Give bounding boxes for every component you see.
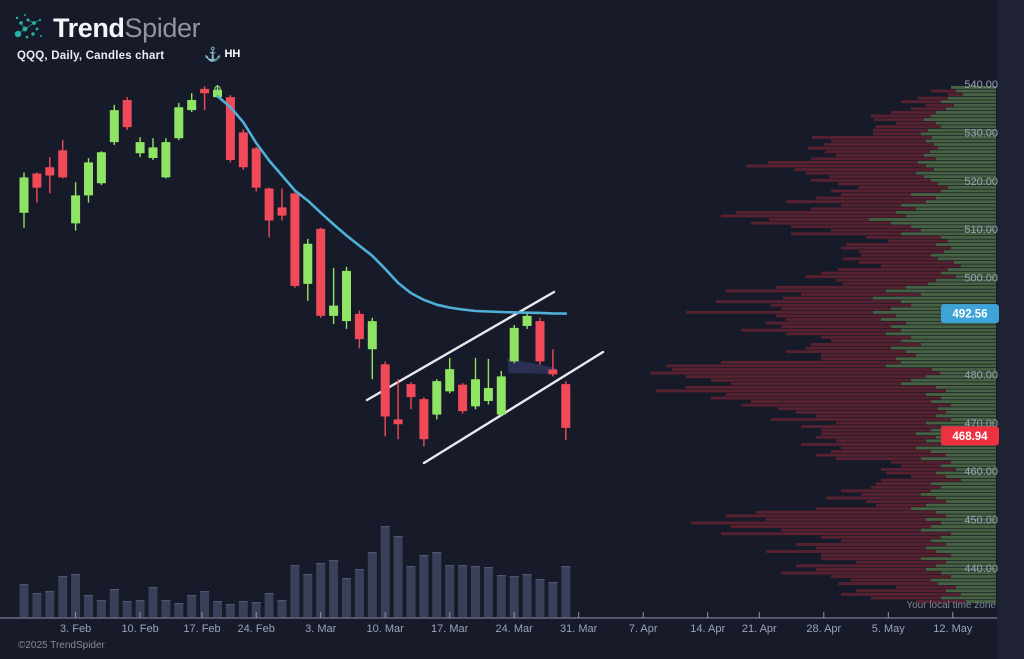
time-axis-label: 3. Feb <box>60 623 91 635</box>
price-axis-label: 450.00 <box>964 515 998 527</box>
time-axis-label: 17. Feb <box>183 623 220 635</box>
last-price-badge: 468.94 <box>941 426 999 446</box>
time-axis-label: 17. Mar <box>431 623 469 635</box>
price-axis[interactable]: 540.00530.00520.00510.00500.00480.00470.… <box>964 79 998 575</box>
trendspider-logo[interactable]: TrendSpider <box>12 11 201 45</box>
time-axis-label: 31. Mar <box>560 623 598 635</box>
price-axis-label: 440.00 <box>964 563 998 575</box>
anchor-point-dot[interactable] <box>214 85 221 93</box>
anchor-icon: ⚓ <box>204 46 222 62</box>
time-axis-label: 28. Apr <box>806 623 841 635</box>
time-axis-label: 10. Mar <box>367 623 405 635</box>
time-axis-label: 7. Apr <box>629 623 658 635</box>
time-axis-label: 3. Mar <box>305 623 337 635</box>
symbol-info-label[interactable]: QQQ, Daily, Candles chart <box>17 50 165 62</box>
anchor-marker-hh[interactable]: ⚓ HH <box>204 47 240 61</box>
trendspider-logo-icon <box>14 14 42 39</box>
volume-series <box>19 526 571 617</box>
trendline-lower[interactable] <box>422 350 605 465</box>
time-axis-label: 21. Apr <box>742 623 777 635</box>
brand-name-bold: Trend <box>53 12 125 43</box>
svg-text:468.94: 468.94 <box>952 431 988 443</box>
price-axis-label: 520.00 <box>964 176 998 188</box>
volume-profile <box>650 86 996 603</box>
time-axis-label: 5. May <box>872 623 906 635</box>
time-axis-label: 24. Mar <box>496 623 534 635</box>
candlestick-series <box>19 84 571 447</box>
brand-name-light: Spider <box>124 12 201 43</box>
copyright-label: ©2025 TrendSpider <box>18 640 105 651</box>
time-axis-label: 12. May <box>933 623 973 635</box>
time-axis-label: 14. Apr <box>690 623 725 635</box>
indicator-shade-area <box>507 358 556 374</box>
price-axis-label: 500.00 <box>964 273 998 285</box>
time-axis[interactable]: 3. Feb 10. Feb 17. Feb 24. Feb 3. Mar 10. Mar… <box>0 612 997 635</box>
brand-name: TrendSpider <box>53 12 201 43</box>
price-axis-label: 530.00 <box>964 127 998 139</box>
price-axis-pane <box>997 0 1024 659</box>
svg-text:492.56: 492.56 <box>952 309 987 321</box>
price-axis-label: 460.00 <box>964 466 998 478</box>
avwap-line[interactable] <box>216 94 568 315</box>
price-axis-label: 510.00 <box>964 224 998 236</box>
price-axis-label: 540.00 <box>964 79 998 91</box>
timezone-note[interactable]: Your local time zone <box>906 600 996 611</box>
avwap-value-badge: 492.56 <box>941 304 999 324</box>
price-axis-label: 480.00 <box>964 369 998 381</box>
anchor-marker-label: HH <box>224 48 241 60</box>
time-axis-label: 24. Feb <box>238 623 275 635</box>
time-axis-label: 10. Feb <box>121 623 158 635</box>
